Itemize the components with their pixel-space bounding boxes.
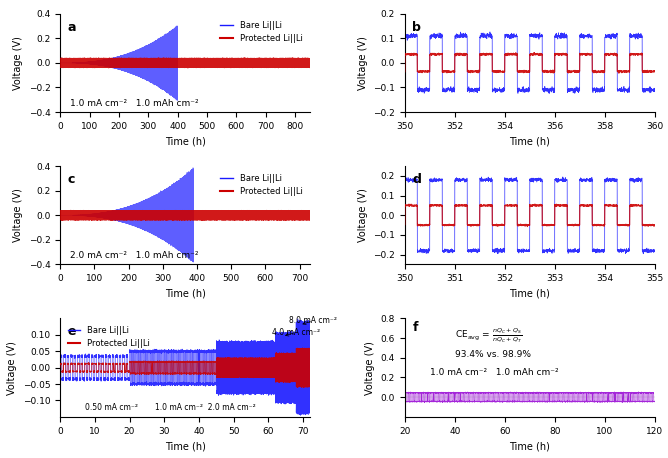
Y-axis label: Voltage (V): Voltage (V) (13, 36, 23, 90)
Legend: Bare Li||Li, Protected Li||Li: Bare Li||Li, Protected Li||Li (217, 18, 306, 47)
X-axis label: Time (h): Time (h) (164, 136, 206, 146)
Text: 1.0 mA cm⁻²  2.0 mA cm⁻²: 1.0 mA cm⁻² 2.0 mA cm⁻² (155, 403, 256, 412)
Y-axis label: Voltage (V): Voltage (V) (357, 188, 367, 242)
Text: 4.0 mA cm⁻²: 4.0 mA cm⁻² (272, 328, 320, 337)
X-axis label: Time (h): Time (h) (509, 136, 550, 146)
Text: a: a (67, 21, 76, 33)
Text: 1.0 mA cm⁻²   1.0 mAh cm⁻²: 1.0 mA cm⁻² 1.0 mAh cm⁻² (70, 99, 199, 108)
X-axis label: Time (h): Time (h) (509, 289, 550, 299)
Text: b: b (412, 21, 422, 33)
Y-axis label: Voltage (V): Voltage (V) (365, 341, 375, 394)
X-axis label: Time (h): Time (h) (164, 441, 206, 451)
Legend: Bare Li||Li, Protected Li||Li: Bare Li||Li, Protected Li||Li (64, 322, 153, 351)
Text: 0.50 mA cm⁻²: 0.50 mA cm⁻² (85, 403, 138, 412)
Text: 8.0 mA cm⁻²: 8.0 mA cm⁻² (289, 316, 337, 325)
Text: f: f (412, 322, 418, 334)
Y-axis label: Voltage (V): Voltage (V) (357, 36, 367, 90)
Text: 2.0 mA cm⁻²   1.0 mAh cm⁻²: 2.0 mA cm⁻² 1.0 mAh cm⁻² (70, 251, 198, 261)
X-axis label: Time (h): Time (h) (164, 289, 206, 299)
Text: 93.4% vs. 98.9%: 93.4% vs. 98.9% (455, 350, 531, 359)
Y-axis label: Voltage (V): Voltage (V) (13, 188, 23, 242)
Text: 1.0 mA cm⁻²   1.0 mAh cm⁻²: 1.0 mA cm⁻² 1.0 mAh cm⁻² (430, 368, 558, 376)
Text: d: d (412, 173, 422, 186)
Text: e: e (67, 325, 76, 338)
X-axis label: Time (h): Time (h) (509, 441, 550, 451)
Text: $\mathrm{CE_{avg}}$ = $\frac{nQ_C+Q_S}{nQ_C+Q_T}$: $\mathrm{CE_{avg}}$ = $\frac{nQ_C+Q_S}{n… (455, 327, 522, 345)
Legend: Bare Li||Li, Protected Li||Li: Bare Li||Li, Protected Li||Li (217, 170, 306, 199)
Text: c: c (67, 173, 75, 186)
Y-axis label: Voltage (V): Voltage (V) (7, 341, 17, 394)
